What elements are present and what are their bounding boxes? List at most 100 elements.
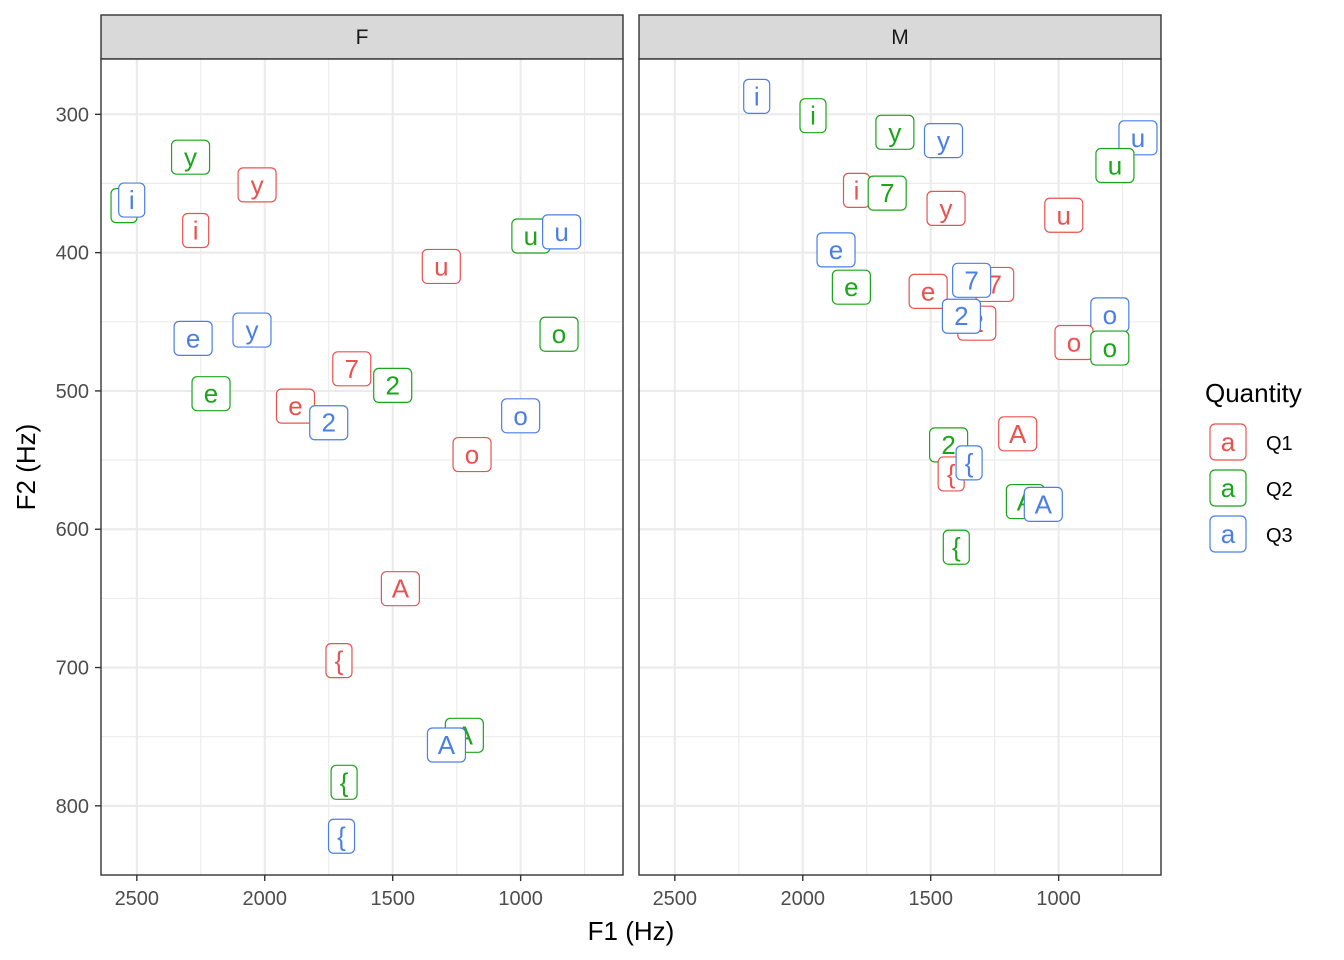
data-point-label: y	[237, 167, 277, 203]
point-label-text: y	[251, 170, 264, 200]
point-label-box	[332, 351, 372, 387]
point-label-box	[923, 122, 964, 159]
point-label-text: 7	[964, 265, 978, 295]
point-label-text: {	[965, 448, 974, 478]
data-point-label: i	[799, 98, 827, 134]
data-point-label: o	[1090, 297, 1130, 333]
point-label-box	[952, 262, 992, 298]
x-tick-label: 1000	[1036, 888, 1081, 910]
legend-label: Q1	[1266, 433, 1293, 455]
panel-border	[100, 58, 624, 876]
legend-item-Q3: a Q3	[1209, 515, 1293, 553]
point-label-text: y	[184, 142, 197, 172]
point-label-text: e	[288, 391, 302, 421]
data-point-label: i	[118, 182, 146, 218]
data-point-label: {	[955, 445, 983, 481]
point-label-text: y	[888, 117, 901, 147]
point-label-text: o	[1067, 328, 1081, 358]
point-label-box	[173, 320, 213, 356]
data-point-label: u	[541, 214, 582, 250]
legend-item-Q1: a Q1	[1209, 423, 1293, 461]
legend-label: Q2	[1266, 479, 1293, 501]
point-label-text: e	[921, 276, 935, 306]
point-label-text: u	[524, 221, 538, 251]
point-label-text: {	[337, 821, 346, 851]
point-label-text: i	[810, 101, 816, 131]
panel-background	[101, 59, 623, 875]
data-point-label: 7	[867, 175, 907, 211]
point-label-text: y	[245, 315, 258, 345]
data-point-label: y	[923, 122, 964, 159]
point-label-text: 7	[880, 178, 894, 208]
legend-item-Q2: a Q2	[1209, 469, 1293, 507]
point-label-box	[421, 248, 461, 285]
panel-border	[638, 58, 1162, 876]
point-label-text: i	[854, 175, 860, 205]
point-label-box	[941, 298, 982, 334]
point-label-box	[237, 167, 277, 203]
point-label-text: i	[754, 81, 760, 111]
point-label-text: 2	[322, 408, 336, 438]
facet-strip	[100, 14, 624, 60]
point-label-box	[325, 643, 353, 679]
point-label-box	[539, 316, 579, 352]
y-axis-title: F2 (Hz)	[11, 424, 41, 511]
data-point-label: o	[452, 436, 492, 473]
data-point-label: A	[998, 416, 1038, 452]
point-label-box	[191, 376, 231, 412]
point-label-text: e	[204, 379, 218, 409]
x-tick-label: 2000	[243, 888, 288, 910]
data-point-label: u	[1095, 147, 1135, 184]
y-tick-label: 400	[56, 243, 89, 265]
y-tick-label: 700	[56, 658, 89, 680]
point-label-box	[373, 367, 413, 403]
point-label-box	[118, 182, 146, 218]
data-point-label: y	[232, 312, 272, 348]
point-label-text: u	[554, 217, 568, 247]
data-point-label: e	[831, 269, 871, 305]
data-point-label: 2	[309, 405, 349, 441]
facet-strip-label: M	[891, 26, 909, 49]
data-point-label: e	[173, 320, 213, 356]
point-label-text: o	[1103, 300, 1117, 330]
point-label-box	[541, 214, 582, 250]
point-label-text: 7	[345, 354, 359, 384]
facet-panels: Fyyiiiuuuoey72ee2ooA{AA{{250020001500100…	[56, 14, 1162, 910]
data-point-label: e	[191, 376, 231, 412]
data-point-label: y	[926, 190, 966, 226]
data-point-label: {	[942, 529, 970, 565]
point-label-box	[426, 727, 467, 763]
data-point-label: 7	[952, 262, 992, 298]
data-point-label: u	[1118, 120, 1158, 156]
data-point-label: A	[1023, 486, 1063, 522]
point-label-text: 2	[941, 430, 955, 460]
x-tick-label: 2500	[115, 888, 160, 910]
point-label-box	[501, 398, 541, 434]
point-label-text: u	[1108, 150, 1122, 180]
point-label-box	[1023, 486, 1063, 522]
point-label-text: {	[952, 532, 961, 562]
point-label-box	[330, 764, 358, 800]
data-point-label: {	[327, 818, 356, 854]
y-tick-label: 300	[56, 104, 89, 126]
point-label-box	[232, 312, 272, 348]
data-point-label: {	[325, 643, 353, 679]
point-label-text: A	[438, 730, 456, 760]
point-label-text: u	[1057, 200, 1071, 230]
point-label-box	[1118, 120, 1158, 156]
point-label-box	[875, 114, 915, 150]
point-label-text: e	[829, 235, 843, 265]
data-point-label: i	[842, 172, 871, 208]
data-point-label: 2	[941, 298, 982, 334]
legend-key-glyph: a	[1221, 519, 1236, 549]
facet-panel-F: Fyyiiiuuuoey72ee2ooA{AA{{250020001500100…	[56, 14, 624, 910]
data-point-label: A	[380, 571, 420, 607]
point-label-box	[1090, 330, 1130, 366]
point-label-box	[799, 98, 827, 134]
point-label-box	[1095, 147, 1135, 184]
data-point-label: e	[908, 273, 948, 309]
point-label-box	[452, 436, 492, 473]
point-label-text: 2	[385, 370, 399, 400]
point-label-box	[170, 139, 211, 175]
